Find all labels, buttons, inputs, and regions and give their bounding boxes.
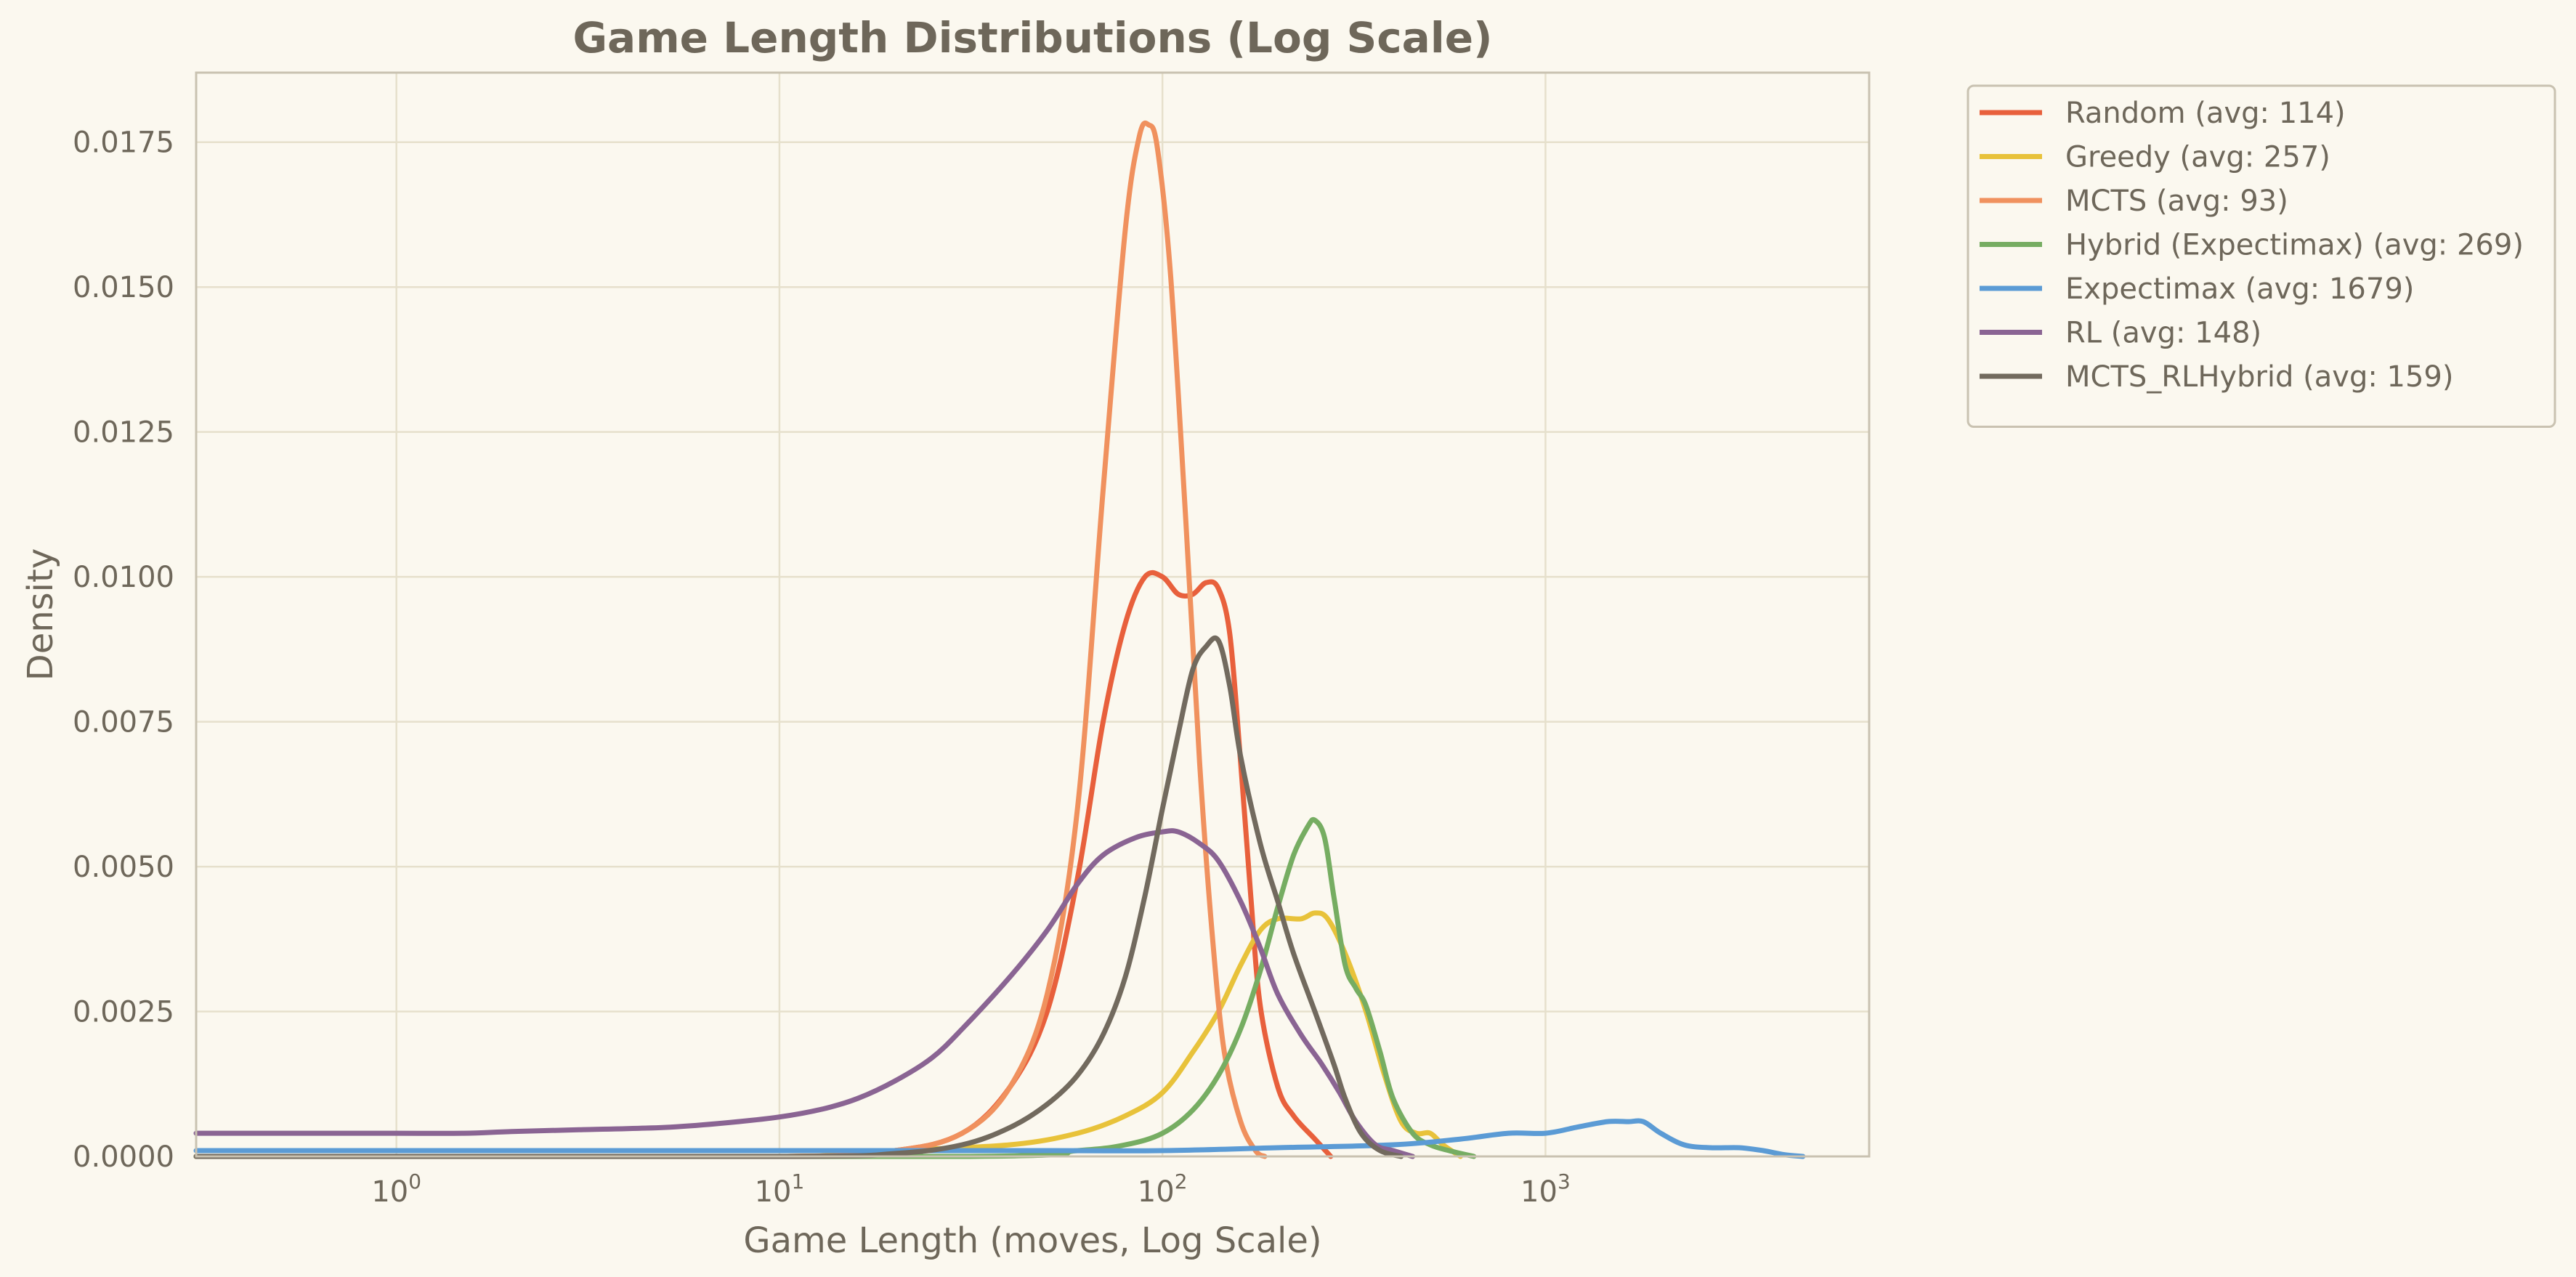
x-tick-label: 103 [1520,1169,1571,1209]
y-tick-label: 0.0175 [73,126,174,160]
legend-box [1967,84,2556,428]
series-lines [193,120,1806,1159]
series-line-3 [193,816,1477,1159]
chart-title: Game Length Distributions (Log Scale) [572,13,1492,62]
legend-entry-label: Hybrid (Expectimax) (avg: 269) [2065,229,2524,262]
legend-entry-label: Expectimax (avg: 1679) [2065,272,2414,306]
x-tick-label: 102 [1138,1169,1188,1209]
y-tick-label: 0.0000 [73,1140,174,1174]
tick-labels: 0.0000 0.0025 0.0050 0.0075 0.0100 0.0125 0.01… [73,126,1571,1209]
series-line-5 [193,828,1416,1159]
legend-entry-label: Greedy (avg: 257) [2065,141,2330,174]
x-tick-label: 100 [371,1169,421,1209]
y-axis-label: Density [20,548,61,681]
y-tick-label: 0.0075 [73,706,174,739]
y-tick-label: 0.0100 [73,561,174,594]
y-tick-label: 0.0125 [73,416,174,450]
y-tick-label: 0.0150 [73,271,174,304]
x-tick-label: 101 [755,1169,805,1209]
legend-entry-label: RL (avg: 148) [2065,317,2261,350]
y-tick-label: 0.0025 [73,996,174,1029]
legend-entry-label: Random (avg: 114) [2065,97,2346,130]
y-tick-label: 0.0050 [73,851,174,884]
grid [196,73,1869,1158]
legend-entry-label: MCTS_RLHybrid (avg: 159) [2065,360,2453,394]
series-line-6 [193,635,1404,1159]
plot-frame [195,71,1871,1158]
x-axis-label: Game Length (moves, Log Scale) [743,1220,1321,1261]
legend: Random (avg: 114) Greedy (avg: 257) MCTS (… [1967,84,2556,428]
legend-entry-label: MCTS (avg: 93) [2065,185,2288,218]
